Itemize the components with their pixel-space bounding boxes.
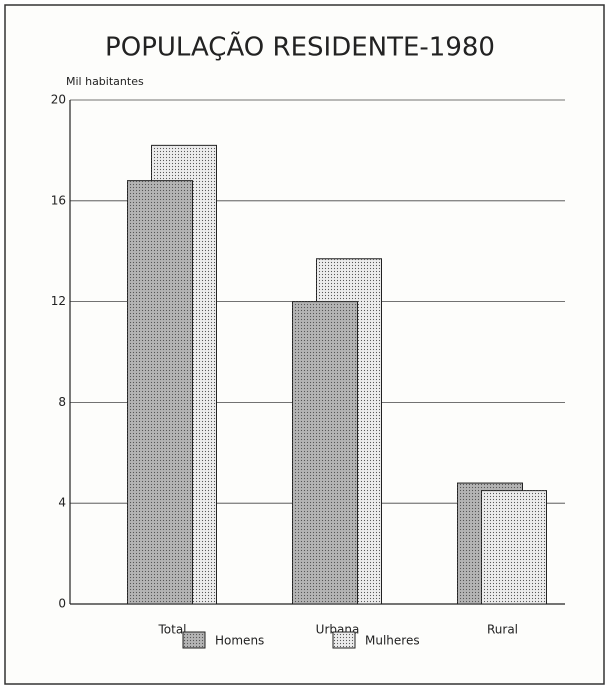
y-tick-label: 0 xyxy=(58,597,66,611)
legend-swatch-texture xyxy=(183,632,205,648)
x-tick-label: Total xyxy=(157,623,186,637)
y-tick-label: 16 xyxy=(51,193,66,207)
chart-title: POPULAÇÃO RESIDENTE-1980 xyxy=(105,31,495,63)
bar xyxy=(127,180,193,605)
y-tick-label: 12 xyxy=(51,294,66,308)
y-tick-label: 20 xyxy=(51,93,66,107)
bar xyxy=(481,490,547,605)
legend-label: Mulheres xyxy=(365,634,420,648)
y-tick-label: 8 xyxy=(58,395,66,409)
y-tick-label: 4 xyxy=(58,496,66,510)
y-axis-label: Mil habitantes xyxy=(66,75,144,88)
legend-label: Homens xyxy=(215,634,264,648)
x-tick-label: Rural xyxy=(487,623,518,637)
bar xyxy=(292,301,358,605)
legend-swatch-texture xyxy=(333,632,355,648)
